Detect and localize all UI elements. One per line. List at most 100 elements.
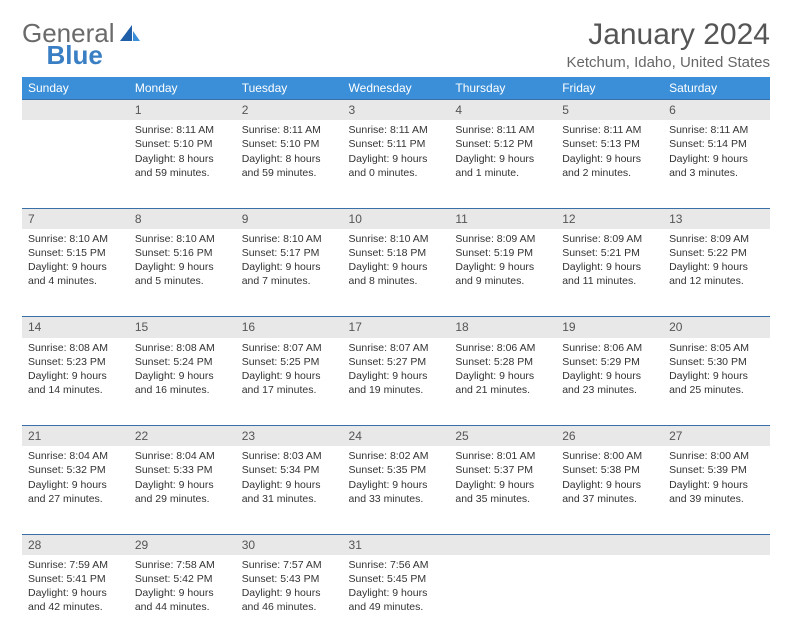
sunset-text: Sunset: 5:14 PM <box>669 137 764 151</box>
day-number: 7 <box>22 208 129 229</box>
day-number: 23 <box>236 426 343 447</box>
day-header: Sunday <box>22 77 129 100</box>
month-title: January 2024 <box>567 18 770 52</box>
daylight-text: Daylight: 9 hours and 3 minutes. <box>669 152 764 180</box>
sunset-text: Sunset: 5:45 PM <box>349 572 444 586</box>
day-content-row: Sunrise: 8:11 AMSunset: 5:10 PMDaylight:… <box>22 120 770 208</box>
day-cell: Sunrise: 8:00 AMSunset: 5:38 PMDaylight:… <box>556 446 663 534</box>
day-cell: Sunrise: 8:11 AMSunset: 5:12 PMDaylight:… <box>449 120 556 208</box>
day-number <box>663 534 770 555</box>
day-cell: Sunrise: 7:59 AMSunset: 5:41 PMDaylight:… <box>22 555 129 643</box>
day-content-row: Sunrise: 8:08 AMSunset: 5:23 PMDaylight:… <box>22 338 770 426</box>
day-number: 6 <box>663 100 770 121</box>
day-cell: Sunrise: 8:06 AMSunset: 5:28 PMDaylight:… <box>449 338 556 426</box>
day-number: 5 <box>556 100 663 121</box>
day-cell: Sunrise: 8:01 AMSunset: 5:37 PMDaylight:… <box>449 446 556 534</box>
day-number: 9 <box>236 208 343 229</box>
day-cell: Sunrise: 8:03 AMSunset: 5:34 PMDaylight:… <box>236 446 343 534</box>
sunset-text: Sunset: 5:15 PM <box>28 246 123 260</box>
day-header: Saturday <box>663 77 770 100</box>
logo-text-2: Blue <box>47 40 103 71</box>
daylight-text: Daylight: 9 hours and 2 minutes. <box>562 152 657 180</box>
sunset-text: Sunset: 5:35 PM <box>349 463 444 477</box>
sunrise-text: Sunrise: 8:09 AM <box>562 232 657 246</box>
day-content-row: Sunrise: 7:59 AMSunset: 5:41 PMDaylight:… <box>22 555 770 643</box>
day-header: Monday <box>129 77 236 100</box>
sunset-text: Sunset: 5:29 PM <box>562 355 657 369</box>
day-cell: Sunrise: 8:11 AMSunset: 5:10 PMDaylight:… <box>129 120 236 208</box>
day-cell: Sunrise: 8:07 AMSunset: 5:25 PMDaylight:… <box>236 338 343 426</box>
day-cell: Sunrise: 8:07 AMSunset: 5:27 PMDaylight:… <box>343 338 450 426</box>
day-cell: Sunrise: 8:09 AMSunset: 5:22 PMDaylight:… <box>663 229 770 317</box>
day-number: 19 <box>556 317 663 338</box>
daylight-text: Daylight: 9 hours and 27 minutes. <box>28 478 123 506</box>
sunrise-text: Sunrise: 8:08 AM <box>135 341 230 355</box>
daylight-text: Daylight: 9 hours and 5 minutes. <box>135 260 230 288</box>
sunset-text: Sunset: 5:18 PM <box>349 246 444 260</box>
daylight-text: Daylight: 9 hours and 17 minutes. <box>242 369 337 397</box>
day-number: 25 <box>449 426 556 447</box>
daylight-text: Daylight: 9 hours and 39 minutes. <box>669 478 764 506</box>
header: General Blue January 2024 Ketchum, Idaho… <box>22 18 770 71</box>
calendar-table: SundayMondayTuesdayWednesdayThursdayFrid… <box>22 77 770 643</box>
sunrise-text: Sunrise: 8:06 AM <box>455 341 550 355</box>
daylight-text: Daylight: 9 hours and 7 minutes. <box>242 260 337 288</box>
day-number: 4 <box>449 100 556 121</box>
sunrise-text: Sunrise: 8:01 AM <box>455 449 550 463</box>
sunrise-text: Sunrise: 8:11 AM <box>135 123 230 137</box>
sunrise-text: Sunrise: 8:10 AM <box>28 232 123 246</box>
sunrise-text: Sunrise: 8:11 AM <box>349 123 444 137</box>
day-header: Tuesday <box>236 77 343 100</box>
daylight-text: Daylight: 9 hours and 9 minutes. <box>455 260 550 288</box>
day-number: 15 <box>129 317 236 338</box>
day-cell: Sunrise: 8:11 AMSunset: 5:14 PMDaylight:… <box>663 120 770 208</box>
sunrise-text: Sunrise: 8:09 AM <box>669 232 764 246</box>
sunset-text: Sunset: 5:16 PM <box>135 246 230 260</box>
day-number: 20 <box>663 317 770 338</box>
sunrise-text: Sunrise: 8:11 AM <box>455 123 550 137</box>
day-cell: Sunrise: 8:04 AMSunset: 5:33 PMDaylight:… <box>129 446 236 534</box>
day-cell: Sunrise: 8:08 AMSunset: 5:24 PMDaylight:… <box>129 338 236 426</box>
day-number: 13 <box>663 208 770 229</box>
daylight-text: Daylight: 9 hours and 12 minutes. <box>669 260 764 288</box>
logo: General Blue <box>22 18 199 49</box>
daylight-text: Daylight: 9 hours and 14 minutes. <box>28 369 123 397</box>
day-cell: Sunrise: 8:09 AMSunset: 5:19 PMDaylight:… <box>449 229 556 317</box>
sunset-text: Sunset: 5:30 PM <box>669 355 764 369</box>
sunset-text: Sunset: 5:33 PM <box>135 463 230 477</box>
sunset-text: Sunset: 5:41 PM <box>28 572 123 586</box>
sunset-text: Sunset: 5:21 PM <box>562 246 657 260</box>
sunset-text: Sunset: 5:28 PM <box>455 355 550 369</box>
sunrise-text: Sunrise: 8:07 AM <box>349 341 444 355</box>
daylight-text: Daylight: 9 hours and 35 minutes. <box>455 478 550 506</box>
day-number: 16 <box>236 317 343 338</box>
daylight-text: Daylight: 9 hours and 49 minutes. <box>349 586 444 614</box>
sunset-text: Sunset: 5:12 PM <box>455 137 550 151</box>
sunset-text: Sunset: 5:17 PM <box>242 246 337 260</box>
day-number: 17 <box>343 317 450 338</box>
sunset-text: Sunset: 5:37 PM <box>455 463 550 477</box>
day-number <box>22 100 129 121</box>
day-cell: Sunrise: 8:02 AMSunset: 5:35 PMDaylight:… <box>343 446 450 534</box>
sunrise-text: Sunrise: 8:10 AM <box>135 232 230 246</box>
sunrise-text: Sunrise: 8:09 AM <box>455 232 550 246</box>
sunset-text: Sunset: 5:24 PM <box>135 355 230 369</box>
daylight-text: Daylight: 9 hours and 42 minutes. <box>28 586 123 614</box>
title-block: January 2024 Ketchum, Idaho, United Stat… <box>567 18 770 71</box>
daylight-text: Daylight: 9 hours and 0 minutes. <box>349 152 444 180</box>
daylight-text: Daylight: 9 hours and 1 minute. <box>455 152 550 180</box>
day-cell: Sunrise: 8:10 AMSunset: 5:18 PMDaylight:… <box>343 229 450 317</box>
sunrise-text: Sunrise: 8:00 AM <box>562 449 657 463</box>
day-cell: Sunrise: 8:11 AMSunset: 5:11 PMDaylight:… <box>343 120 450 208</box>
sunrise-text: Sunrise: 8:06 AM <box>562 341 657 355</box>
daylight-text: Daylight: 9 hours and 8 minutes. <box>349 260 444 288</box>
day-number <box>449 534 556 555</box>
sunset-text: Sunset: 5:32 PM <box>28 463 123 477</box>
sunrise-text: Sunrise: 7:57 AM <box>242 558 337 572</box>
day-number-row: 14151617181920 <box>22 317 770 338</box>
day-number: 14 <box>22 317 129 338</box>
sunrise-text: Sunrise: 8:11 AM <box>562 123 657 137</box>
daylight-text: Daylight: 9 hours and 25 minutes. <box>669 369 764 397</box>
daylight-text: Daylight: 9 hours and 4 minutes. <box>28 260 123 288</box>
sunset-text: Sunset: 5:27 PM <box>349 355 444 369</box>
